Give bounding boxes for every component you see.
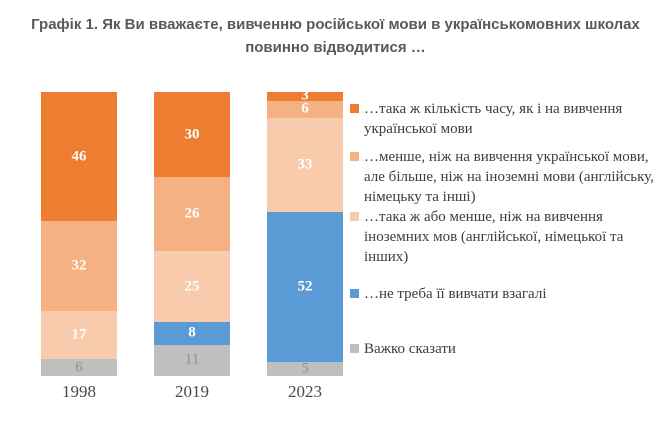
legend-label: …менше, ніж на вивчення української мови… — [364, 148, 654, 205]
bar-segment-2019-s3: 25 — [154, 251, 230, 323]
bar-segment-1998-s1: 46 — [41, 92, 117, 222]
data-label: 52 — [297, 278, 313, 295]
bar-segment-2023-s2: 6 — [267, 100, 343, 118]
legend-swatch-icon — [350, 343, 359, 353]
legend-label: …не треба її вивчати взагалі — [364, 286, 547, 302]
category-label-2019: 2019 — [175, 382, 209, 401]
data-label: 6 — [75, 359, 83, 376]
data-label: 17 — [71, 326, 87, 343]
bar-segment-2019-s4: 8 — [154, 322, 230, 345]
legend-item-4: …не треба її вивчати взагалі — [350, 284, 546, 304]
legend: …така ж кількість часу, як і на вивчення… — [350, 92, 665, 376]
bar-segment-1998-s2: 32 — [41, 221, 117, 312]
data-label: 32 — [71, 257, 87, 274]
category-label-2023: 2023 — [288, 382, 322, 401]
bar-segment-2023-s1: 3 — [267, 88, 343, 104]
data-label: 11 — [184, 351, 200, 368]
legend-swatch-icon — [350, 211, 359, 221]
legend-slot: …не треба її вивчати взагалі — [350, 267, 665, 322]
bar-segment-2019-s2: 26 — [154, 177, 230, 252]
legend-item-3: …така ж або менше, ніж на вивчення інозе… — [350, 207, 662, 267]
data-label: 6 — [301, 100, 309, 117]
data-label: 30 — [184, 126, 200, 143]
category-label-1998: 1998 — [62, 382, 96, 401]
data-label: 33 — [297, 156, 313, 173]
chart-title: Графік 1. Як Ви вважаєте, вивченню росій… — [31, 16, 640, 56]
legend-slot: Важко сказати — [350, 321, 665, 376]
data-label: 25 — [184, 278, 200, 295]
data-label: 8 — [188, 324, 196, 341]
legend-swatch-icon — [350, 289, 359, 298]
legend-item-1: …така ж кількість часу, як і на вивчення… — [350, 99, 662, 139]
data-label: 46 — [71, 148, 87, 165]
legend-label: …така ж кількість часу, як і на вивчення… — [364, 101, 623, 138]
bar-segment-2019-s1: 30 — [154, 92, 230, 178]
data-label: 5 — [301, 360, 309, 377]
legend-slot: …така ж або менше, ніж на вивчення інозе… — [350, 207, 665, 267]
bar-segment-1998-s3: 17 — [41, 311, 117, 360]
data-label: 26 — [184, 205, 200, 222]
bar-segment-2023-s4: 52 — [267, 212, 343, 362]
legend-label: …така ж або менше, ніж на вивчення інозе… — [364, 208, 624, 265]
stacked-bar-2019: 30 26 25 8 11 — [154, 92, 230, 376]
legend-slot: …менше, ніж на вивчення української мови… — [350, 147, 665, 207]
stacked-bar-2023: 3 6 33 52 5 — [267, 88, 343, 377]
legend-swatch-icon — [350, 151, 359, 161]
stacked-bar-1998: 46 32 17 6 — [41, 92, 117, 376]
legend-label: Важко сказати — [364, 340, 456, 357]
bar-segment-2023-s3: 33 — [267, 117, 343, 213]
bar-segment-2019-s5: 11 — [154, 344, 230, 376]
legend-item-5: Важко сказати — [350, 339, 456, 359]
legend-swatch-icon — [350, 104, 359, 114]
legend-slot: …така ж кількість часу, як і на вивчення… — [350, 92, 665, 147]
data-label: 3 — [301, 87, 309, 104]
bar-segment-2023-s5: 5 — [267, 360, 343, 377]
bar-segment-1998-s5: 6 — [41, 359, 117, 376]
legend-item-2: …менше, ніж на вивчення української мови… — [350, 147, 662, 207]
